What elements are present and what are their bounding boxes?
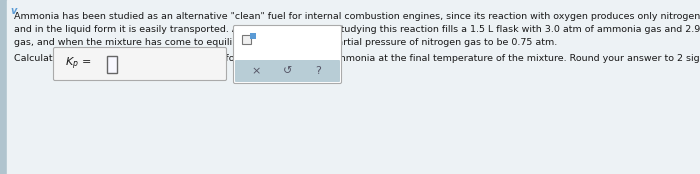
Bar	[250, 33, 256, 39]
Text: ×: ×	[252, 66, 261, 76]
Text: Calculate the pressure equilibrium constant for the combustion of ammonia at the: Calculate the pressure equilibrium const…	[14, 54, 700, 63]
FancyBboxPatch shape	[235, 60, 340, 82]
Text: ?: ?	[316, 66, 321, 76]
FancyBboxPatch shape	[53, 48, 227, 81]
Text: ↺: ↺	[283, 66, 292, 76]
FancyBboxPatch shape	[234, 26, 342, 84]
Text: Ammonia has been studied as an alternative "clean" fuel for internal combustion : Ammonia has been studied as an alternati…	[14, 12, 700, 47]
Text: $K_p$ =: $K_p$ =	[65, 56, 91, 72]
Text: v: v	[10, 6, 18, 16]
Bar	[0, 0, 7, 174]
Bar	[107, 56, 117, 73]
Bar	[242, 35, 251, 44]
